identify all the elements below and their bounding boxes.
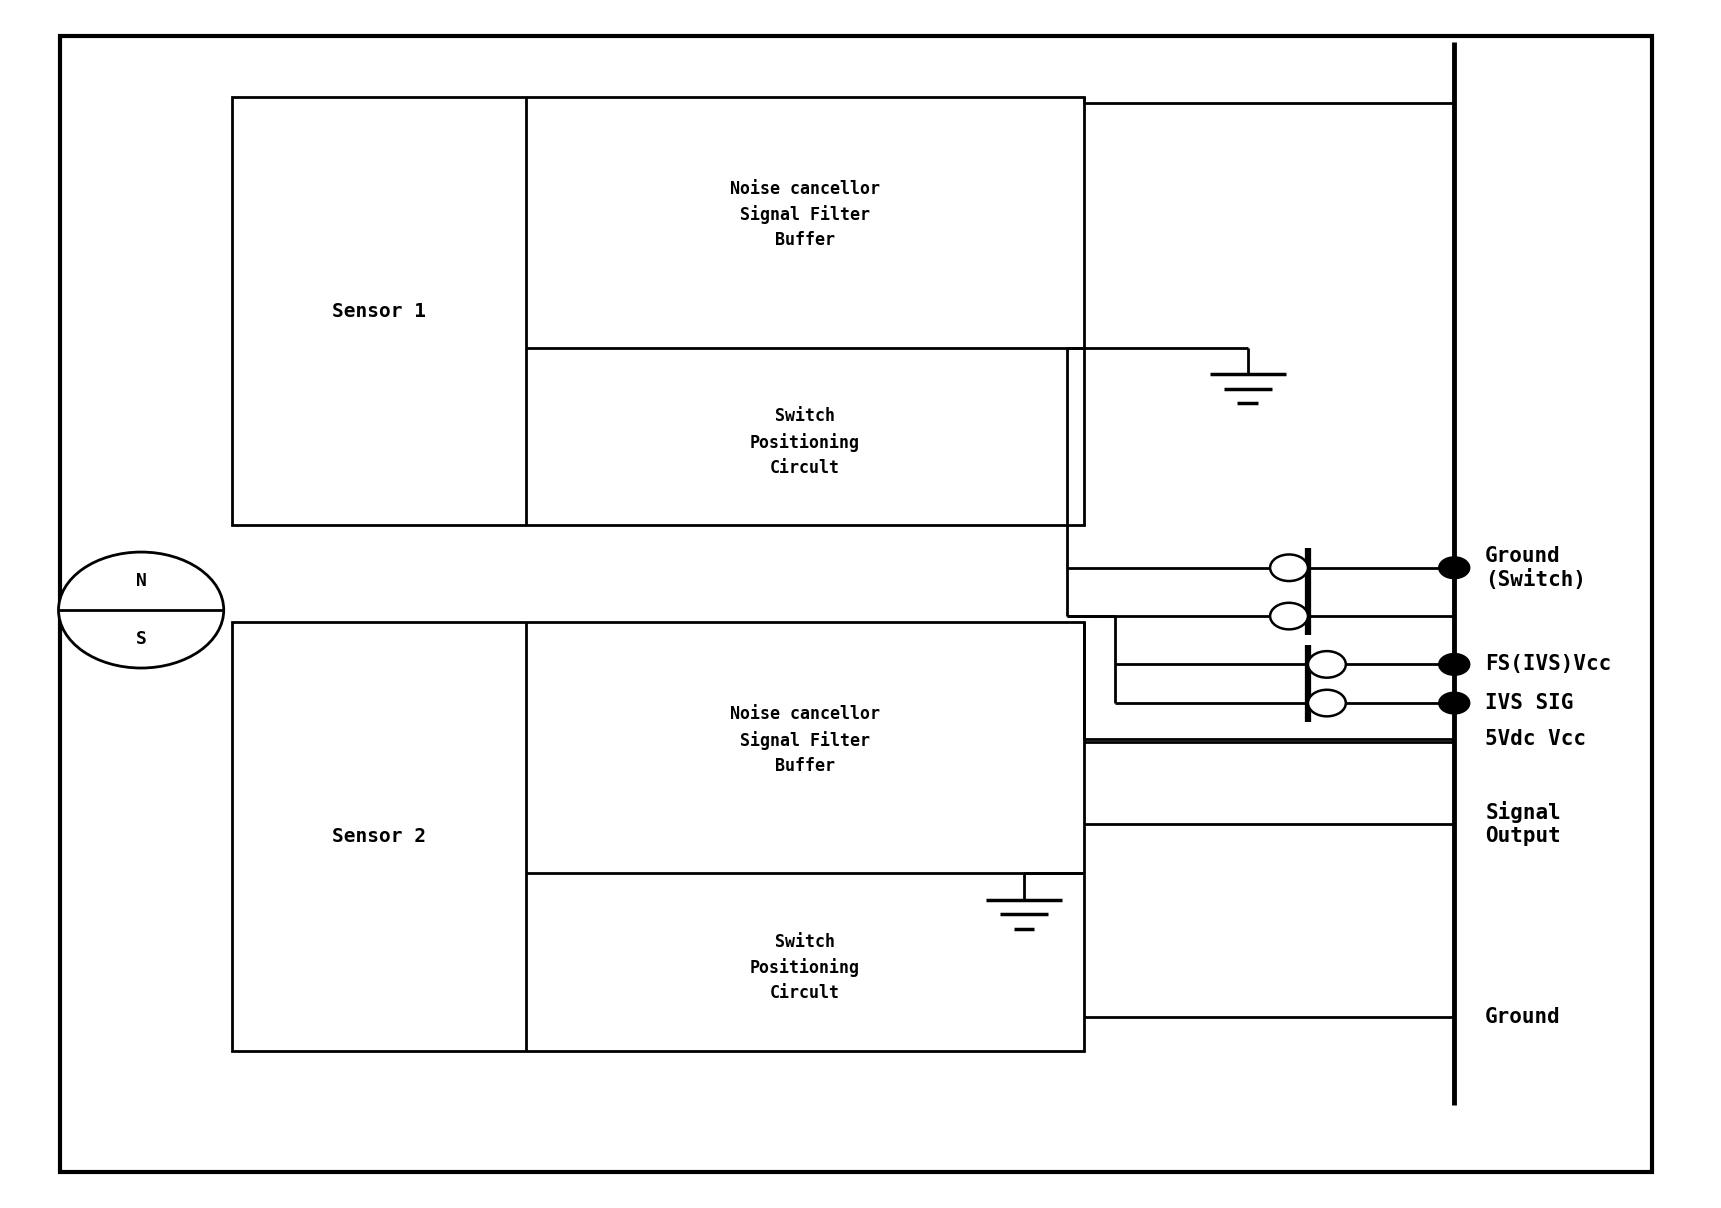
Circle shape (1439, 557, 1470, 579)
Circle shape (1439, 654, 1470, 675)
Circle shape (1308, 651, 1346, 678)
Text: Switch
Positioning
Circult: Switch Positioning Circult (750, 933, 860, 1003)
Text: N: N (136, 573, 146, 590)
Text: Sensor 2: Sensor 2 (332, 827, 425, 846)
Text: IVS SIG: IVS SIG (1485, 693, 1573, 713)
Bar (232, 97, 1084, 525)
Text: S: S (136, 631, 146, 647)
Text: Signal
Output: Signal Output (1485, 801, 1561, 847)
Text: Noise cancellor
Signal Filter
Buffer: Noise cancellor Signal Filter Buffer (730, 705, 879, 774)
Text: Switch
Positioning
Circult: Switch Positioning Circult (750, 407, 860, 477)
Text: FS(IVS)Vcc: FS(IVS)Vcc (1485, 655, 1611, 674)
Circle shape (1270, 554, 1308, 581)
Circle shape (1308, 690, 1346, 716)
Circle shape (1270, 603, 1308, 629)
Text: 5Vdc Vcc: 5Vdc Vcc (1485, 730, 1587, 749)
Text: Ground: Ground (1485, 1007, 1561, 1027)
Text: Noise cancellor
Signal Filter
Buffer: Noise cancellor Signal Filter Buffer (730, 180, 879, 249)
Bar (232, 622, 1084, 1051)
Circle shape (59, 552, 224, 668)
Text: Sensor 1: Sensor 1 (332, 302, 425, 320)
Text: Ground
(Switch): Ground (Switch) (1485, 546, 1587, 590)
Circle shape (1439, 692, 1470, 714)
